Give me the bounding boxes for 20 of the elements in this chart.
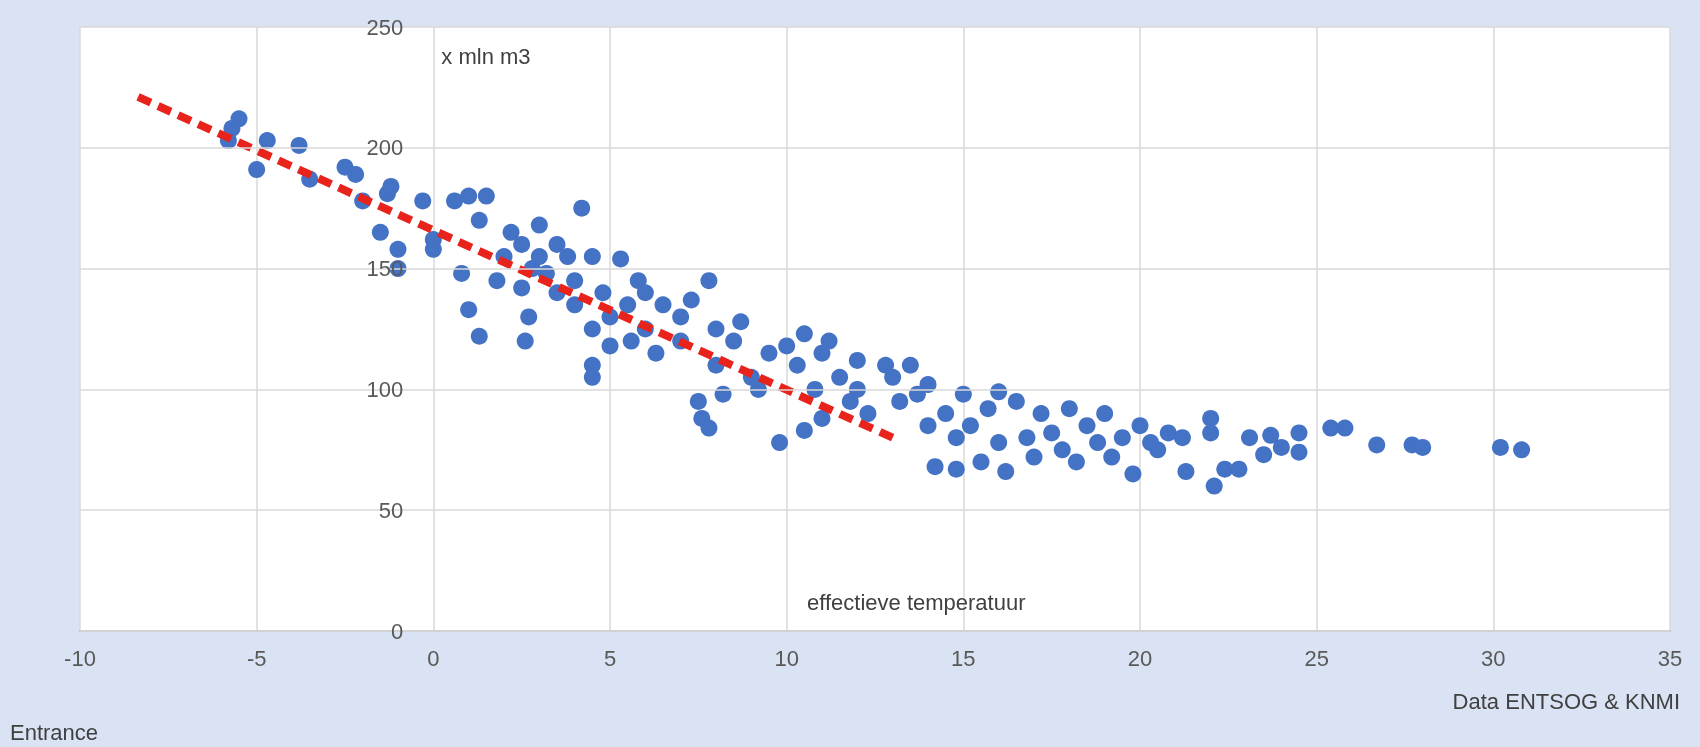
x-tick-label: 30 [1481, 645, 1506, 671]
x-axis-title: effectieve temperatuur [807, 589, 1026, 615]
x-tick-label: -10 [64, 645, 96, 671]
y-tick-label: 250 [366, 14, 404, 40]
text: Entrance [10, 719, 99, 745]
x-tick-label: 20 [1127, 645, 1153, 671]
x-tick-label: -5 [246, 645, 267, 671]
y-tick-label: 150 [366, 256, 404, 282]
x-tick-label: 25 [1304, 645, 1329, 671]
y-tick-label: 0 [391, 618, 404, 644]
y-tick-label: 100 [366, 376, 404, 402]
x-tick-label: 0 [427, 645, 440, 671]
y-axis-title: x mln m3 [441, 43, 531, 69]
x-tick-label: 35 [1657, 645, 1683, 671]
x-tick-label: 10 [774, 645, 799, 671]
text: Data ENTSOG & KNMI [1452, 688, 1681, 714]
x-tick-label: 15 [951, 645, 976, 671]
x-tick-label: 5 [603, 645, 617, 671]
y-tick-label: 50 [378, 497, 404, 523]
y-tick-label: 200 [366, 135, 404, 161]
